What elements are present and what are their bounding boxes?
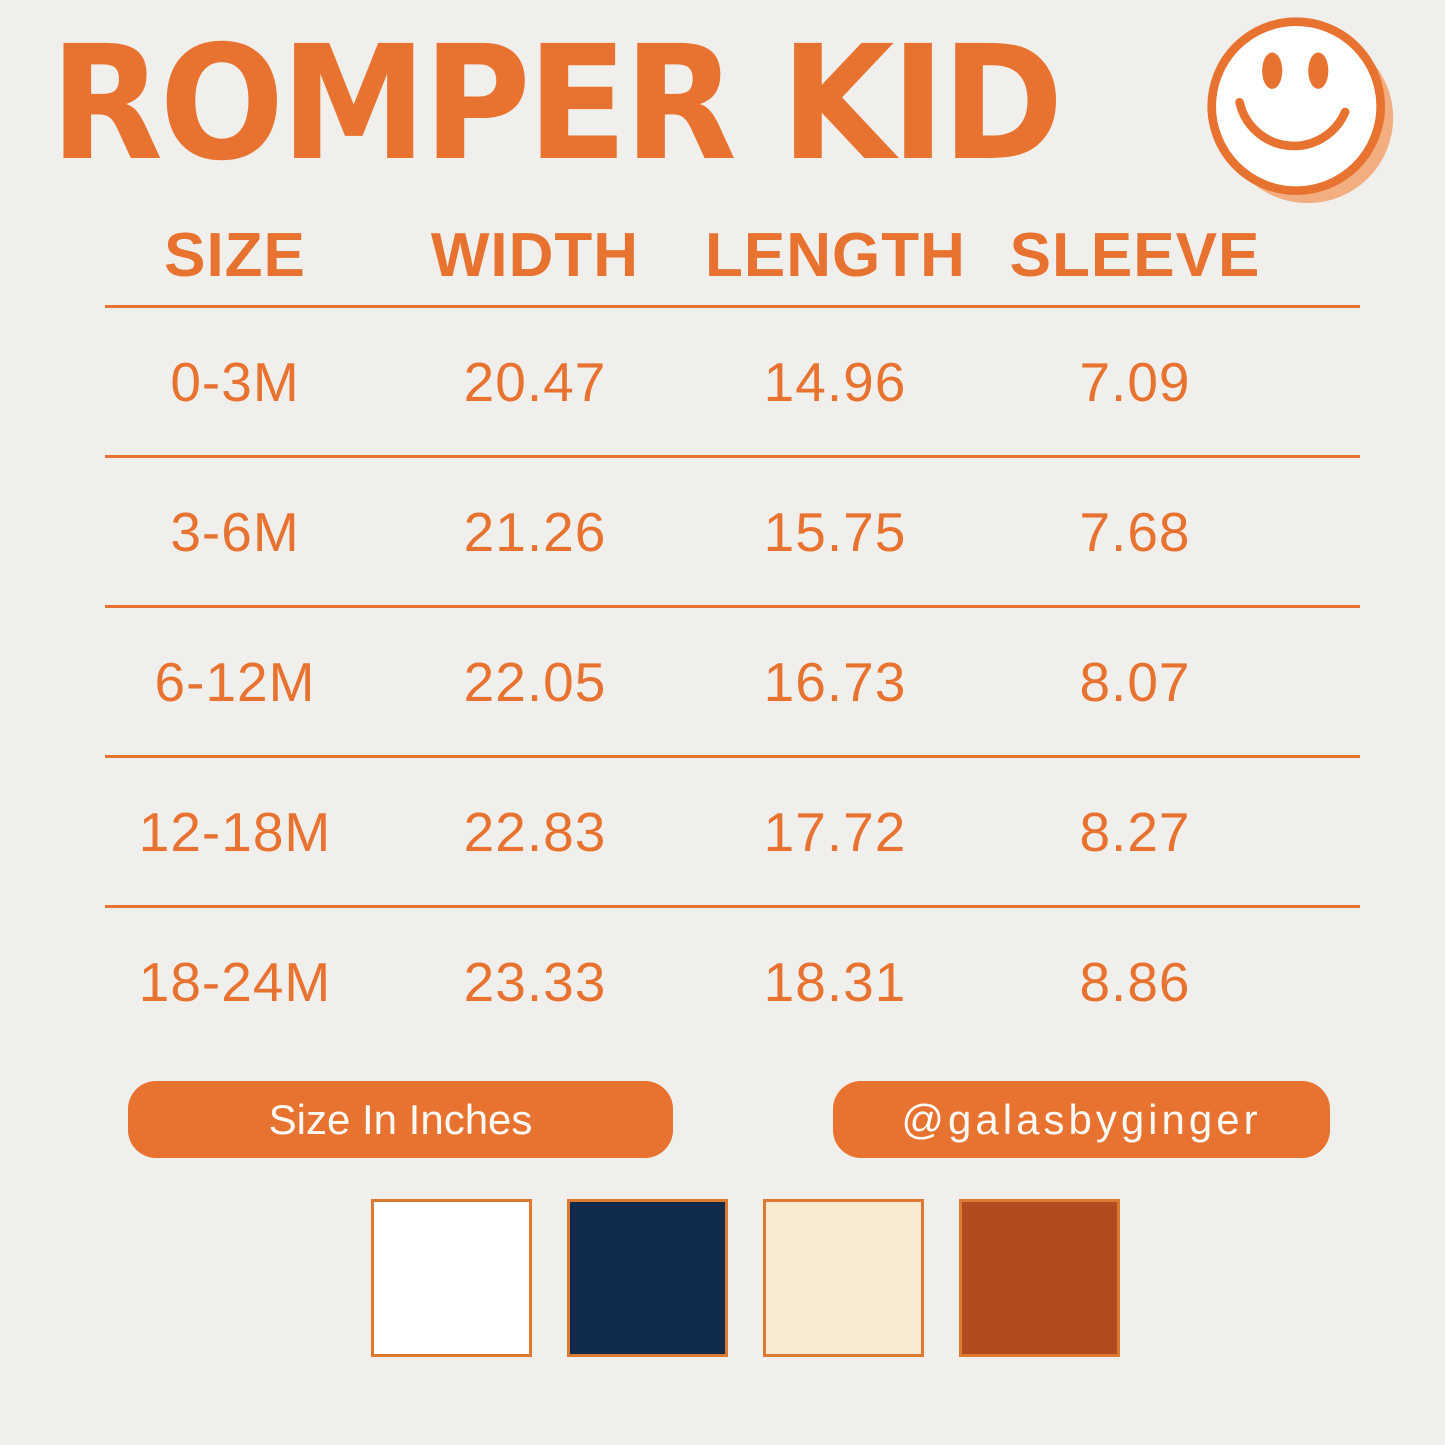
color-swatch-rust [959,1199,1120,1357]
size-table: SIZE WIDTH LENGTH SLEEVE 0-3M 20.47 14.96 7… [105,205,1360,1055]
size-label: 3-6M [170,500,300,563]
color-swatch-navy [567,1199,728,1357]
measurement-value: 17.72 [763,800,907,863]
color-swatch-cream [763,1199,924,1357]
measurement-value: 7.68 [1079,500,1191,563]
table-row: 3-6M 21.26 15.75 7.68 [105,458,1360,605]
table-row: 0-3M 20.47 14.96 7.09 [105,308,1360,455]
table-header-row: SIZE WIDTH LENGTH SLEEVE [105,205,1360,305]
measurement-value: 8.86 [1079,950,1191,1013]
column-header-length: LENGTH [705,220,966,290]
column-header-width: WIDTH [430,220,640,290]
smiley-mouth [1235,98,1350,151]
color-swatch-white [371,1199,532,1357]
measurement-value: 20.47 [463,350,607,413]
column-header-size: SIZE [164,220,306,290]
table-row: 12-18M 22.83 17.72 8.27 [105,758,1360,905]
table-row: 18-24M 23.33 18.31 8.86 [105,908,1360,1055]
measurement-value: 15.75 [763,500,907,563]
measurement-value: 21.26 [463,500,607,563]
measurement-value: 23.33 [463,950,607,1013]
size-label: 0-3M [170,350,300,413]
smiley-right-eye [1308,52,1329,89]
measurement-value: 14.96 [763,350,907,413]
row-divider [105,455,1360,458]
size-table-body: 0-3M 20.47 14.96 7.09 3-6M 21.26 15.75 7.68 6-12… [105,308,1360,1055]
smiley-left-eye [1262,52,1283,89]
smiley-face-icon [1207,17,1394,204]
measurement-value: 8.27 [1079,800,1191,863]
units-badge: Size In Inches [128,1081,673,1158]
instagram-handle-badge: @galasbyginger [833,1081,1330,1158]
table-row: 6-12M 22.05 16.73 8.07 [105,608,1360,755]
page-title: ROMPER KID [50,12,1064,196]
measurement-value: 7.09 [1079,350,1191,413]
column-header-sleeve: SLEEVE [1009,220,1261,290]
row-divider [105,905,1360,908]
row-divider [105,605,1360,608]
measurement-value: 18.31 [763,950,907,1013]
measurement-value: 22.05 [463,650,607,713]
size-label: 12-18M [138,800,332,863]
row-divider [105,755,1360,758]
measurement-value: 8.07 [1079,650,1191,713]
measurement-value: 16.73 [763,650,907,713]
header-divider [105,305,1360,308]
measurement-value: 22.83 [463,800,607,863]
color-swatch-row [371,1199,1120,1357]
size-label: 18-24M [138,950,332,1013]
smiley-face [1207,17,1385,195]
size-label: 6-12M [154,650,316,713]
